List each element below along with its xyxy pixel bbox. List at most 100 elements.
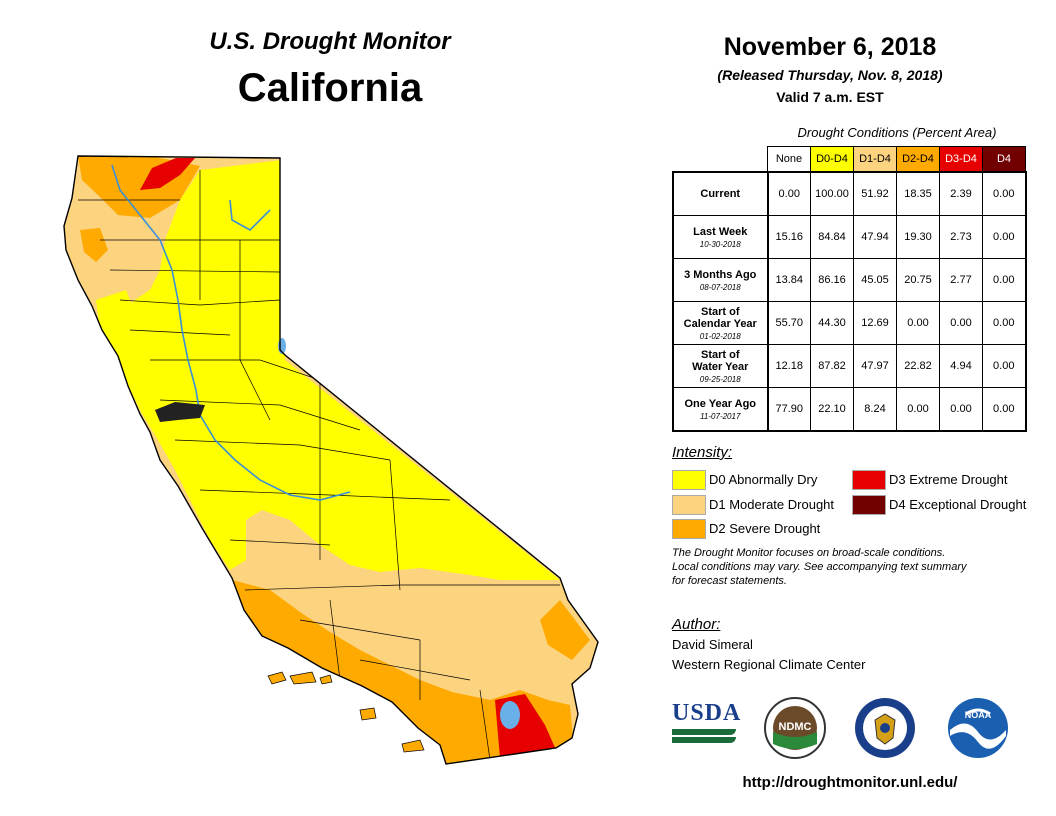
- usda-logo-stripe: [672, 729, 736, 735]
- table-cell: 22.82: [896, 344, 940, 388]
- table-header-row: None D0-D4 D1-D4 D2-D4 D3-D4 D4: [673, 146, 1026, 173]
- row-label: 3 Months Ago 08-07-2018: [672, 258, 769, 302]
- usda-logo-text: USDA: [672, 700, 742, 726]
- legend-label: D3 Extreme Drought: [889, 472, 1008, 487]
- author-name: David Simeral: [672, 637, 753, 652]
- d3-area-north: [140, 158, 195, 190]
- d2-area-northcoast: [80, 228, 108, 262]
- table-cell: 45.05: [853, 258, 897, 302]
- row-date: 01-02-2018: [699, 331, 741, 341]
- table-cell: 0.00: [982, 387, 1027, 432]
- noaa-logo-text: NOAA: [965, 710, 992, 720]
- legend-label: D4 Exceptional Drought: [889, 497, 1027, 512]
- table-cell: 4.94: [939, 344, 983, 388]
- legend-swatch: [852, 470, 886, 490]
- table-cell: 51.92: [853, 171, 897, 216]
- table-cell: 0.00: [982, 215, 1027, 259]
- col-header: D1-D4: [853, 146, 897, 173]
- disclaimer-line: The Drought Monitor focuses on broad-sca…: [672, 547, 946, 559]
- table-cell: 0.00: [767, 171, 811, 216]
- table-cell: 0.00: [939, 301, 983, 345]
- legend-label: D1 Moderate Drought: [709, 497, 835, 512]
- table-cell: 47.97: [853, 344, 897, 388]
- table-cell: 15.16: [767, 215, 811, 259]
- table-cell: 2.77: [939, 258, 983, 302]
- ndmc-logo: NDMC: [764, 697, 826, 759]
- col-header: None: [767, 146, 811, 173]
- disclaimer-line: for forecast statements.: [672, 575, 787, 587]
- table-body: Current 0.00 100.00 51.92 18.35 2.39 0.00 Last …: [672, 171, 1027, 432]
- channel-islands: [267, 671, 425, 753]
- table-cell: 100.00: [810, 171, 854, 216]
- drought-areas: [64, 156, 598, 764]
- author-label: Author:: [672, 616, 721, 633]
- date-title: November 6, 2018: [723, 33, 937, 61]
- table-cell: 55.70: [767, 301, 811, 345]
- legend-title: Intensity:: [672, 444, 733, 461]
- legend-swatch: [672, 519, 706, 539]
- website-url[interactable]: http://droughtmonitor.unl.edu/: [742, 774, 958, 791]
- table-cell: 0.00: [982, 344, 1027, 388]
- row-label: Current: [672, 171, 769, 216]
- row-label-line: One Year Ago: [684, 397, 757, 410]
- table-cell: 77.90: [767, 387, 811, 432]
- table-cell: 18.35: [896, 171, 940, 216]
- row-label: One Year Ago 11-07-2017: [672, 387, 769, 432]
- table-cell: 0.00: [896, 301, 940, 345]
- row-label-line: Calendar Year: [683, 317, 757, 330]
- table-row: One Year Ago 11-07-2017 77.90 22.10 8.24 0.00…: [672, 387, 1027, 432]
- disclaimer-text: The Drought Monitor focuses on broad-sca…: [672, 546, 1032, 588]
- table-cell: 0.00: [939, 387, 983, 432]
- table-cell: 8.24: [853, 387, 897, 432]
- table-caption: Drought Conditions (Percent Area): [797, 125, 997, 140]
- legend-swatch: [852, 495, 886, 515]
- valid-time: Valid 7 a.m. EST: [776, 89, 884, 105]
- noaa-logo: NOAA: [948, 698, 1008, 758]
- california-drought-map: [63, 155, 599, 765]
- row-date: 08-07-2018: [699, 282, 741, 292]
- row-label-line: Start of: [701, 305, 740, 318]
- table-row: Current 0.00 100.00 51.92 18.35 2.39 0.00: [672, 171, 1027, 216]
- state-outline: [63, 155, 599, 765]
- col-header: D3-D4: [939, 146, 983, 173]
- county-lines: [78, 170, 560, 761]
- table-cell: 12.18: [767, 344, 811, 388]
- table-cell: 0.00: [982, 301, 1027, 345]
- table-corner: [673, 147, 768, 173]
- row-date: 10-30-2018: [699, 239, 741, 249]
- row-label-text: One Year Ago: [674, 398, 767, 410]
- legend-label: D2 Severe Drought: [709, 521, 821, 536]
- row-label-line: 3 Months Ago: [684, 268, 757, 281]
- table-cell: 22.10: [810, 387, 854, 432]
- row-date: 11-07-2017: [700, 411, 741, 421]
- row-label-text: Start of Calendar Year: [674, 306, 767, 330]
- commerce-seal-logo: [855, 698, 915, 758]
- table-cell: 20.75: [896, 258, 940, 302]
- usda-logo-stripe: [672, 737, 736, 743]
- table-cell: 47.94: [853, 215, 897, 259]
- row-label-text: 3 Months Ago: [674, 269, 767, 281]
- row-label-line: Last Week: [693, 225, 748, 238]
- disclaimer-line: Local conditions may vary. See accompany…: [672, 561, 967, 573]
- table-row: Last Week 10-30-2018 15.16 84.84 47.94 19.30 2…: [672, 215, 1027, 259]
- map-title: U.S. Drought Monitor: [209, 28, 451, 55]
- table-cell: 2.39: [939, 171, 983, 216]
- legend-swatch: [672, 495, 706, 515]
- row-label-text: Start of Water Year: [674, 349, 767, 373]
- d2-area-southeast: [540, 600, 590, 660]
- row-label-line: Start of: [701, 348, 740, 361]
- usda-logo: USDA: [672, 700, 742, 748]
- d0-area-coast: [96, 290, 140, 380]
- state-title: California: [237, 66, 423, 110]
- row-label: Last Week 10-30-2018: [672, 215, 769, 259]
- table-cell: 87.82: [810, 344, 854, 388]
- row-label: Start of Calendar Year 01-02-2018: [672, 301, 769, 345]
- row-label-text: Last Week: [674, 226, 767, 238]
- row-label-line: Water Year: [692, 360, 749, 373]
- table-cell: 13.84: [767, 258, 811, 302]
- table-row: Start of Water Year 09-25-2018 12.18 87.82 47…: [672, 344, 1027, 388]
- release-date: (Released Thursday, Nov. 8, 2018): [717, 67, 943, 83]
- table-cell: 12.69: [853, 301, 897, 345]
- col-header: D2-D4: [896, 146, 940, 173]
- d0-area-main: [112, 160, 560, 580]
